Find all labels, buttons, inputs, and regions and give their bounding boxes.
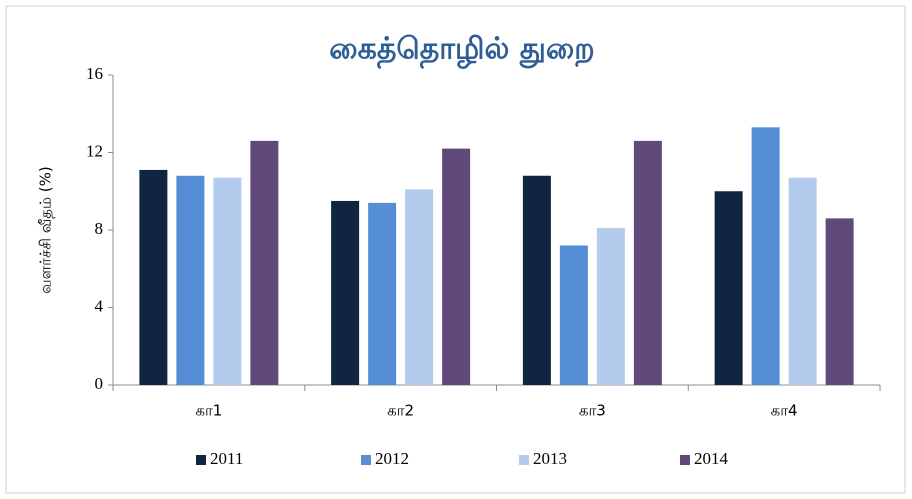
legend-swatch xyxy=(680,455,690,465)
x-tick-label: கா2 xyxy=(387,402,414,420)
legend-label: 2014 xyxy=(694,449,729,468)
bar xyxy=(213,177,242,385)
bar xyxy=(368,202,397,385)
bar xyxy=(788,177,817,385)
legend-swatch xyxy=(196,455,206,465)
bar xyxy=(751,127,780,385)
y-axis-label: வளர்ச்சி வீதம் (%) xyxy=(37,166,55,293)
bar xyxy=(714,191,743,385)
legend-label: 2012 xyxy=(375,449,409,468)
y-tick-label: 0 xyxy=(95,374,104,393)
y-tick-label: 4 xyxy=(95,296,104,315)
legend-swatch xyxy=(361,455,371,465)
bar xyxy=(596,228,625,385)
y-tick-label: 12 xyxy=(86,141,103,160)
y-tick-label: 16 xyxy=(86,64,103,83)
x-tick-label: கா3 xyxy=(579,402,606,420)
bar xyxy=(633,140,662,385)
legend-swatch xyxy=(519,455,529,465)
chart-title: கைத்தொழில் துறை xyxy=(329,32,594,70)
legend-label: 2011 xyxy=(210,449,243,468)
bar xyxy=(405,189,434,385)
bar xyxy=(522,175,551,385)
legend-label: 2013 xyxy=(533,449,567,468)
x-tick-label: கா4 xyxy=(771,402,798,420)
bar xyxy=(442,148,471,385)
y-tick-label: 8 xyxy=(95,219,104,238)
bar xyxy=(331,200,360,385)
x-tick-label: கா1 xyxy=(195,402,222,420)
bar xyxy=(825,218,854,385)
bar xyxy=(559,245,588,385)
bar xyxy=(139,169,168,385)
bar xyxy=(250,140,279,385)
bar xyxy=(176,175,205,385)
